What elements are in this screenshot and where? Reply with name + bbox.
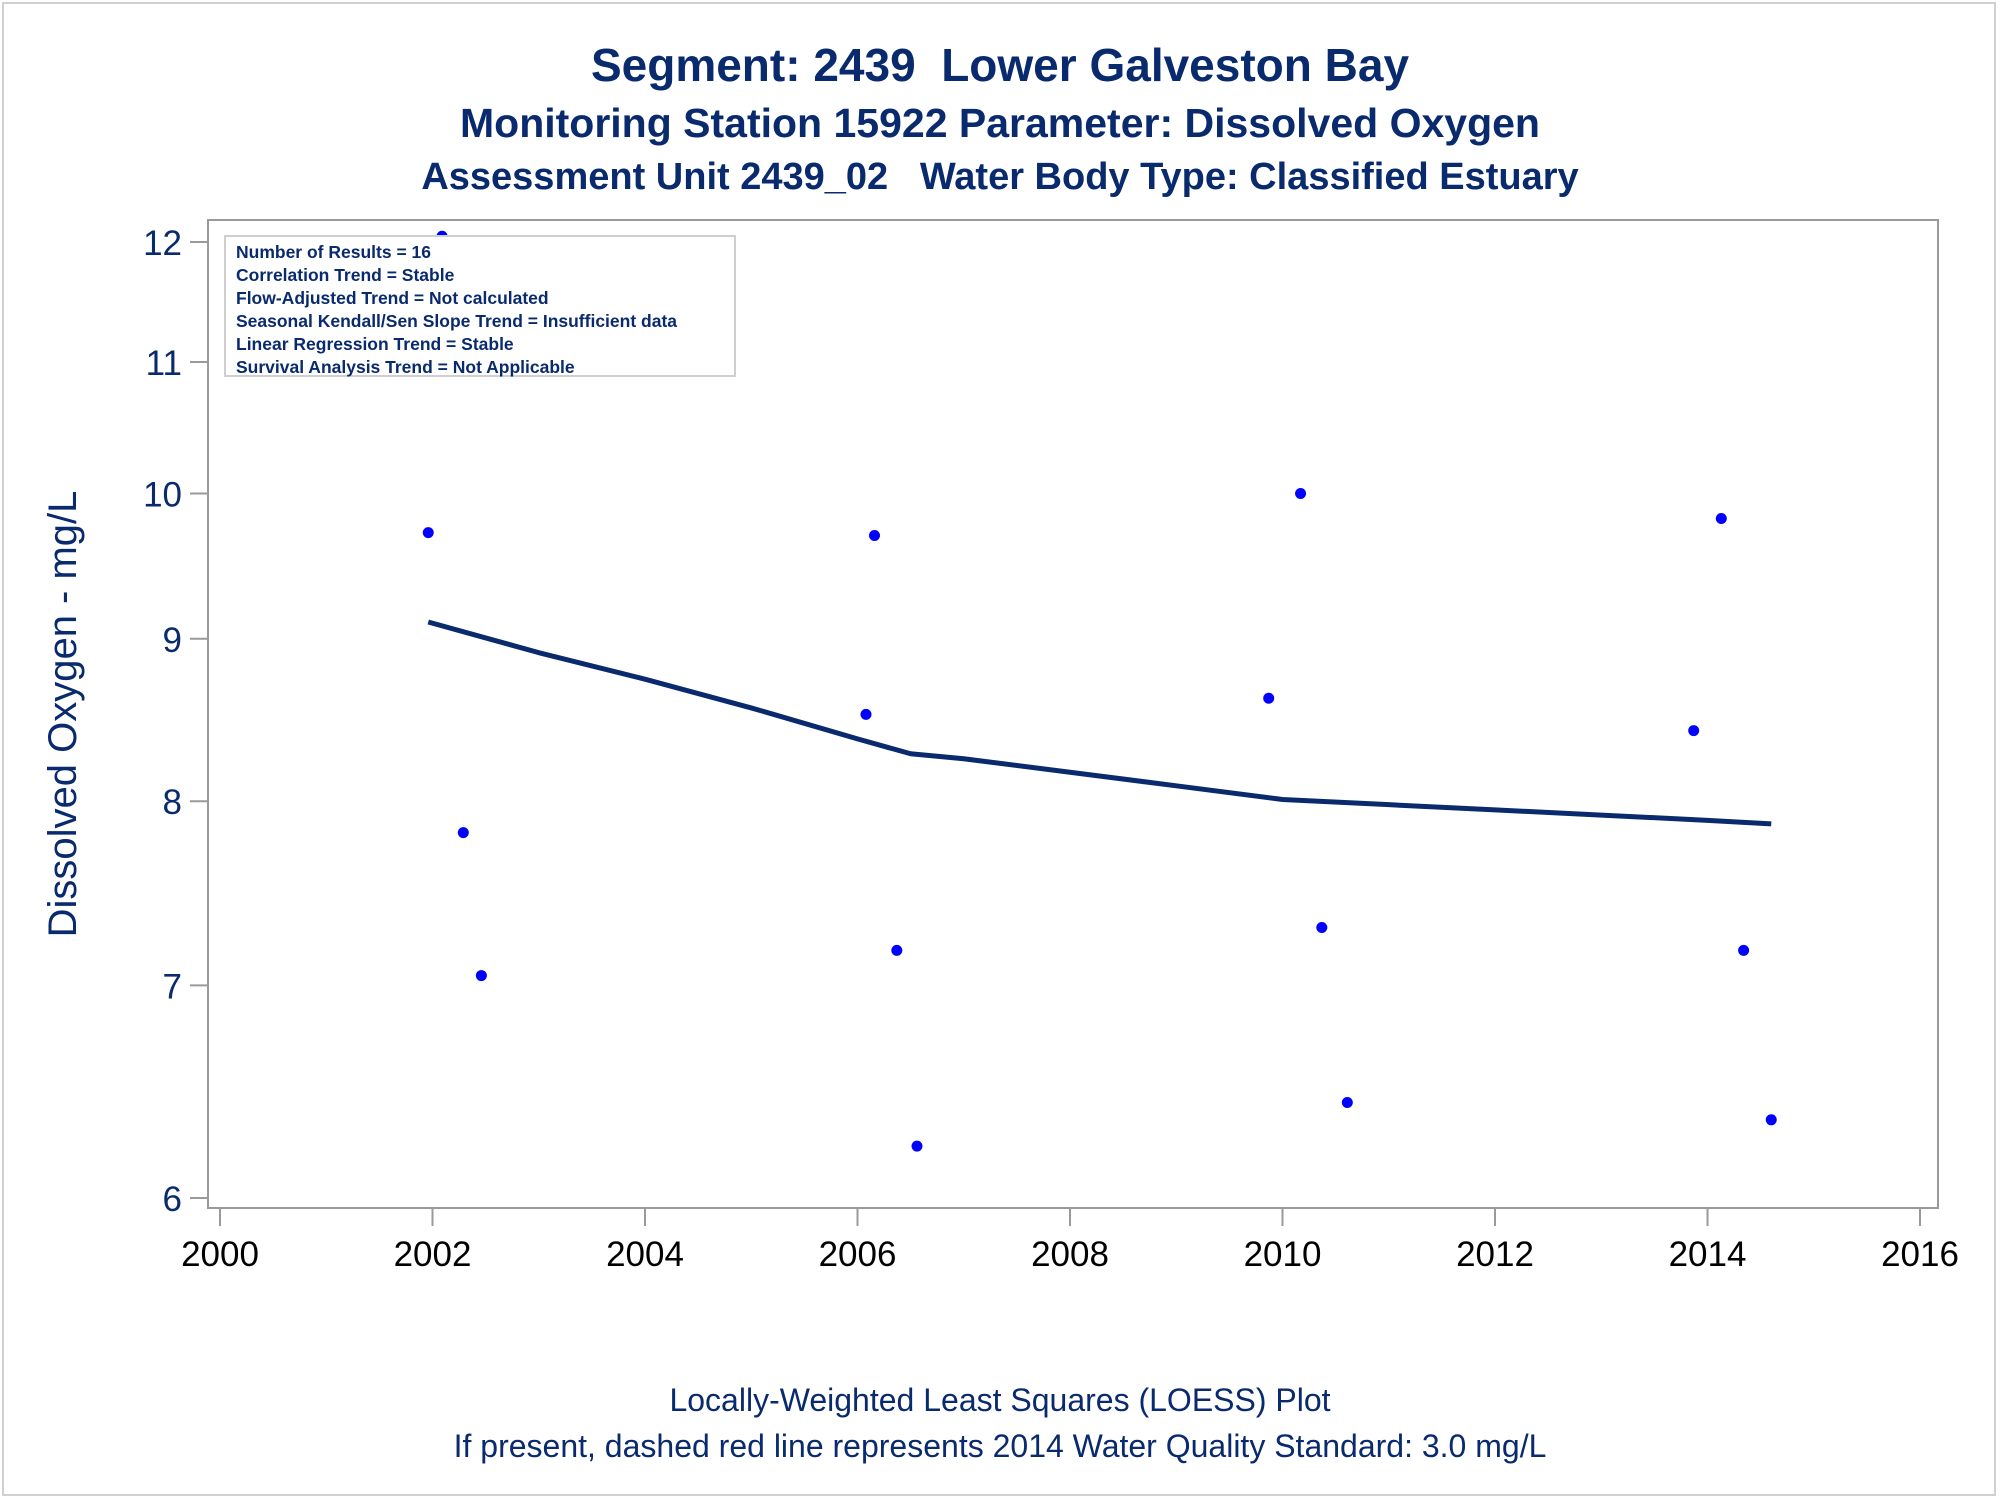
data-point [860, 708, 872, 720]
y-tick-label: 11 [146, 344, 182, 383]
info-survival-analysis-trend: Survival Analysis Trend = Not Applicable [236, 357, 575, 377]
info-correlation-trend: Correlation Trend = Stable [236, 265, 455, 285]
info-number-of-results: Number of Results = 16 [236, 242, 431, 262]
x-tick-label: 2008 [1031, 1235, 1109, 1274]
x-tick-label: 2000 [181, 1235, 259, 1274]
y-tick-label: 10 [143, 475, 182, 514]
footnote-loess: Locally-Weighted Least Squares (LOESS) P… [669, 1382, 1331, 1418]
y-tick-label: 9 [163, 621, 182, 660]
y-tick-label: 6 [163, 1180, 182, 1219]
points-layer [422, 230, 1777, 1152]
data-point [1341, 1097, 1353, 1109]
loess-layer [427, 619, 1772, 827]
plot-area [207, 219, 1939, 1209]
data-point [1263, 692, 1275, 704]
chart-subtitle-assessment: Assessment Unit 2439_02 Water Body Type:… [421, 156, 1579, 198]
data-point [869, 529, 880, 541]
footnote-standard: If present, dashed red line represents 2… [453, 1428, 1547, 1464]
chart-subtitle-station: Monitoring Station 15922 Parameter: Diss… [460, 100, 1540, 146]
y-tick-label: 7 [163, 967, 182, 1006]
data-point [1316, 922, 1328, 934]
data-point [475, 970, 487, 982]
data-point [911, 1140, 923, 1152]
x-tick-label: 2010 [1244, 1235, 1322, 1274]
data-point [891, 944, 903, 956]
data-point [457, 827, 469, 839]
data-point [1715, 513, 1727, 525]
data-point [1688, 725, 1700, 737]
x-tick-label: 2014 [1669, 1235, 1747, 1274]
info-seasonal-kendall-trend: Seasonal Kendall/Sen Slope Trend = Insuf… [236, 311, 678, 331]
x-tick-label: 2016 [1881, 1235, 1959, 1274]
y-tick-label: 12 [143, 224, 182, 263]
y-axis-label: Dissolved Oxygen - mg/L [41, 491, 85, 938]
data-point [422, 527, 434, 539]
x-tick-label: 2012 [1456, 1235, 1534, 1274]
x-tick-label: 2002 [394, 1235, 472, 1274]
x-tick-label: 2006 [819, 1235, 897, 1274]
x-axis: 2000 2002 2004 2006 2008 2010 2012 2014 2016 [181, 1208, 1959, 1274]
y-tick-label: 8 [163, 783, 182, 822]
info-flow-adjusted-trend: Flow-Adjusted Trend = Not calculated [236, 288, 549, 308]
data-point [1738, 944, 1750, 956]
loess-line [427, 619, 1772, 827]
x-tick-label: 2004 [606, 1235, 684, 1274]
trend-info-box: Number of Results = 16 Correlation Trend… [224, 235, 736, 377]
chart-title: Segment: 2439 Lower Galveston Bay [590, 39, 1410, 91]
data-point [1765, 1114, 1777, 1126]
y-axis: 6 7 8 9 10 11 12 [143, 224, 208, 1219]
info-linear-regression-trend: Linear Regression Trend = Stable [236, 334, 514, 354]
data-point [1295, 487, 1307, 499]
